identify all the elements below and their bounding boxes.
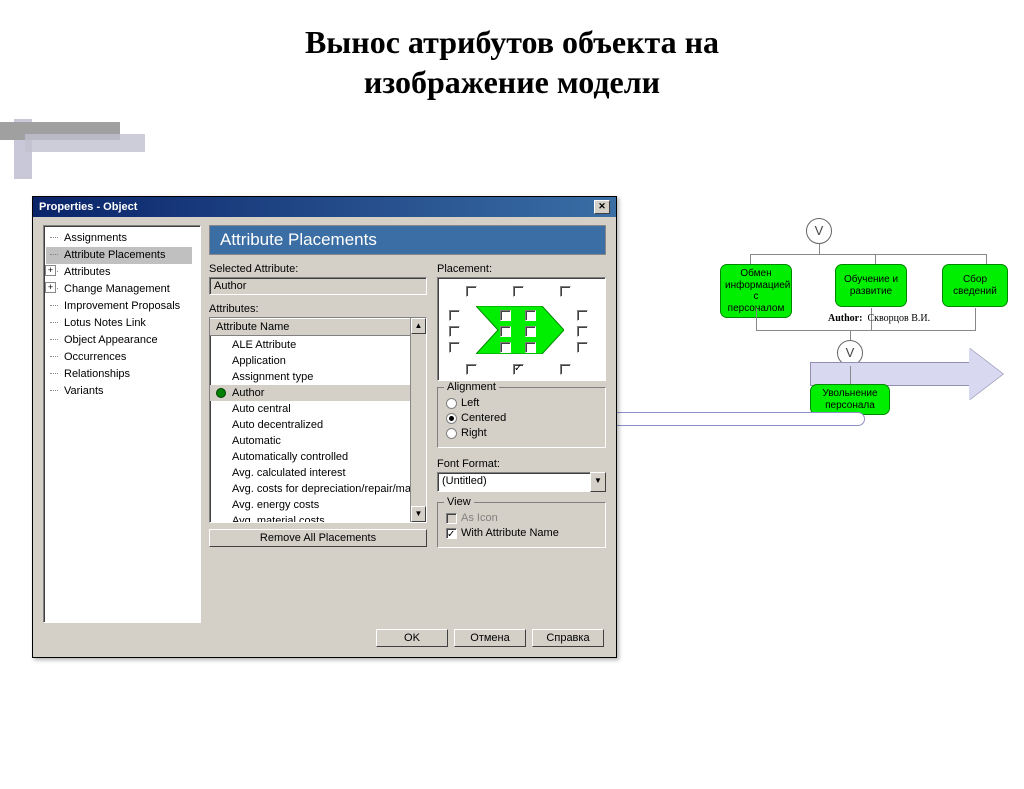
placement-checkbox[interactable]	[525, 342, 536, 353]
view-group: View As Icon With Attribute Name	[437, 502, 606, 548]
placement-checkbox[interactable]	[466, 364, 477, 375]
attributes-label: Attributes:	[209, 303, 427, 315]
or-gate-top: V	[806, 218, 832, 244]
tree-item[interactable]: Assignments	[46, 230, 198, 247]
title-line2: изображение модели	[364, 64, 660, 100]
tree-item[interactable]: Relationships	[46, 366, 198, 383]
tree-item[interactable]: Object Appearance	[46, 332, 198, 349]
placement-checkbox[interactable]	[560, 364, 571, 375]
slide-decor	[25, 134, 145, 152]
placement-checkbox[interactable]	[466, 286, 477, 297]
radio-centered[interactable]: Centered	[446, 411, 597, 426]
alignment-legend: Alignment	[444, 381, 499, 393]
radio-right[interactable]: Right	[446, 426, 597, 441]
placement-checkbox[interactable]	[577, 342, 588, 353]
list-item[interactable]: Avg. material costs	[210, 513, 426, 523]
list-item[interactable]: Application	[210, 353, 426, 369]
font-format-label: Font Format:	[437, 458, 606, 470]
model-diagram: V Обмен информацией с персоналом Обучени…	[720, 218, 1010, 478]
placement-checkbox[interactable]	[449, 326, 460, 337]
list-item[interactable]: Auto central	[210, 401, 426, 417]
help-button[interactable]: Справка	[532, 629, 604, 647]
scroll-down-icon[interactable]: ▼	[411, 506, 426, 522]
placement-checkbox[interactable]	[513, 364, 524, 375]
font-format-combo[interactable]: (Untitled) ▼	[437, 472, 606, 492]
checkbox-as-icon[interactable]: As Icon	[446, 511, 597, 526]
list-scrollbar[interactable]: ▲ ▼	[410, 318, 426, 522]
author-attribute: Author: Скворцов В.И.	[828, 313, 930, 324]
selected-attr-label: Selected Attribute:	[209, 263, 427, 275]
func-node-4: Увольнение персонала	[810, 384, 890, 415]
list-item[interactable]: Auto decentralized	[210, 417, 426, 433]
func-node-2: Обучение и развитие	[835, 264, 907, 307]
tree-item[interactable]: Improvement Proposals	[46, 298, 198, 315]
scroll-up-icon[interactable]: ▲	[411, 318, 426, 334]
dialog-title: Properties - Object	[39, 201, 137, 213]
category-tree[interactable]: Assignments Attribute Placements Attribu…	[43, 225, 201, 623]
placement-label: Placement:	[437, 263, 606, 275]
placement-checkbox[interactable]	[525, 310, 536, 321]
placement-grid[interactable]	[437, 277, 606, 381]
remove-all-button[interactable]: Remove All Placements	[209, 529, 427, 547]
placement-checkbox[interactable]	[500, 326, 511, 337]
title-line1: Вынос атрибутов объекта на	[305, 24, 719, 60]
tree-item[interactable]: Change Management	[46, 281, 198, 298]
list-item[interactable]: Assignment type	[210, 369, 426, 385]
tree-item[interactable]: Attributes	[46, 264, 198, 281]
placement-checkbox[interactable]	[577, 310, 588, 321]
placement-checkbox[interactable]	[449, 310, 460, 321]
chevron-down-icon[interactable]: ▼	[590, 472, 606, 492]
selected-attr-field: Author	[209, 277, 427, 295]
placement-checkbox[interactable]	[500, 342, 511, 353]
cancel-button[interactable]: Отмена	[454, 629, 526, 647]
placement-checkbox[interactable]	[560, 286, 571, 297]
tree-item[interactable]: Lotus Notes Link	[46, 315, 198, 332]
alignment-group: Alignment Left Centered Right	[437, 387, 606, 448]
dialog-titlebar[interactable]: Properties - Object ✕	[33, 197, 616, 217]
function-shape-icon	[476, 306, 564, 354]
author-label: Author:	[828, 313, 862, 324]
font-format-value: (Untitled)	[437, 472, 590, 492]
ok-button[interactable]: OK	[376, 629, 448, 647]
view-legend: View	[444, 496, 474, 508]
placement-checkbox[interactable]	[449, 342, 460, 353]
close-button[interactable]: ✕	[594, 200, 610, 214]
list-item[interactable]: Automatic	[210, 433, 426, 449]
slide-title: Вынос атрибутов объекта на изображение м…	[0, 22, 1024, 102]
list-item[interactable]: Automatically controlled	[210, 449, 426, 465]
list-item[interactable]: ALE Attribute	[210, 337, 426, 353]
tree-item[interactable]: Attribute Placements	[46, 247, 192, 264]
tree-item[interactable]: Occurrences	[46, 349, 198, 366]
tree-item[interactable]: Variants	[46, 383, 198, 400]
list-item[interactable]: Avg. energy costs	[210, 497, 426, 513]
placement-checkbox[interactable]	[500, 310, 511, 321]
placement-checkbox[interactable]	[577, 326, 588, 337]
list-item[interactable]: Author	[210, 385, 426, 401]
radio-left[interactable]: Left	[446, 396, 597, 411]
list-header[interactable]: Attribute Name	[210, 318, 426, 336]
list-item[interactable]: Avg. calculated interest	[210, 465, 426, 481]
placement-checkbox[interactable]	[525, 326, 536, 337]
attributes-listbox[interactable]: Attribute Name ALE Attribute Application…	[209, 317, 427, 523]
properties-dialog: Properties - Object ✕ Assignments Attrib…	[32, 196, 617, 658]
list-item[interactable]: Avg. costs for depreciation/repair/mai..…	[210, 481, 426, 497]
func-node-3: Сбор сведений	[942, 264, 1008, 307]
panel-title: Attribute Placements	[209, 225, 606, 255]
author-value: Скворцов В.И.	[867, 313, 930, 324]
placement-checkbox[interactable]	[513, 286, 524, 297]
checkbox-with-name[interactable]: With Attribute Name	[446, 526, 597, 541]
